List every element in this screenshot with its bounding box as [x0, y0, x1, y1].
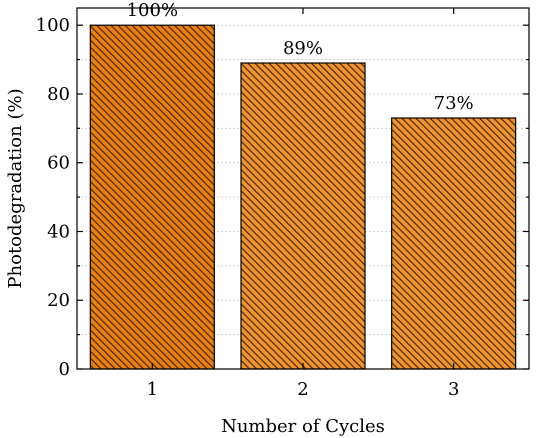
x-tick-label-3: 3	[448, 379, 459, 400]
y-tick-label: 0	[59, 359, 70, 380]
y-tick-label: 60	[47, 153, 70, 174]
x-axis-title: Number of Cycles	[221, 416, 385, 437]
bars	[89, 24, 517, 370]
bar-hatch-1	[89, 24, 215, 370]
data-label-3: 73%	[434, 93, 474, 114]
data-labels: 100%89%73%	[127, 0, 474, 114]
x-tick-label-2: 2	[297, 379, 308, 400]
x-tick-label-1: 1	[147, 379, 158, 400]
y-tick-label: 20	[47, 290, 70, 311]
y-tick-label: 80	[47, 84, 70, 105]
bar-hatch-2	[240, 62, 366, 370]
bar-hatch-3	[391, 117, 517, 370]
y-axis-title: Photodegradation (%)	[5, 88, 26, 288]
y-tick-label: 100	[36, 15, 70, 36]
data-label-2: 89%	[283, 38, 323, 59]
axes: 0 20 40 60 80 100 1 2 3	[36, 7, 530, 400]
y-tick-label: 40	[47, 221, 70, 242]
